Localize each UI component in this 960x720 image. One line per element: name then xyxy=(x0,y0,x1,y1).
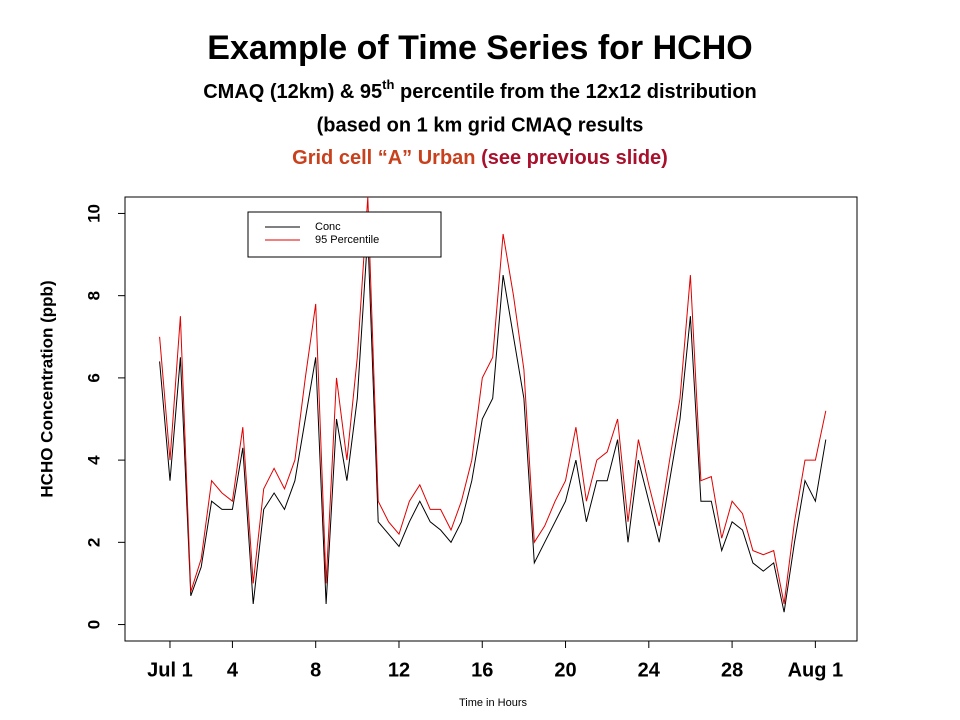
legend-label: 95 Percentile xyxy=(315,234,379,246)
superscript: th xyxy=(382,77,394,92)
subtitle: (based on 1 km grid CMAQ results xyxy=(317,114,644,136)
x-tick-label: Jul 1 xyxy=(147,659,193,681)
subtitle: Grid cell “A” Urban (see previous slide) xyxy=(292,147,668,169)
y-tick-label: 10 xyxy=(84,204,103,223)
series-line xyxy=(159,196,827,605)
x-tick-label: 4 xyxy=(227,659,239,681)
y-axis-title: HCHO Concentration (ppb) xyxy=(37,280,56,497)
x-tick-label: 28 xyxy=(721,659,743,681)
y-tick-label: 4 xyxy=(84,455,103,465)
y-tick-label: 0 xyxy=(84,620,103,629)
subtitle-text: (see previous slide) xyxy=(476,147,668,169)
x-tick-label: 16 xyxy=(471,659,493,681)
x-tick-label: 24 xyxy=(638,659,661,681)
subtitle-text: Grid cell “A” Urban xyxy=(292,147,475,169)
x-axis-title: Time in Hours xyxy=(459,697,528,709)
legend-label: Conc xyxy=(315,221,341,233)
legend-box xyxy=(247,211,442,258)
subtitle: CMAQ (12km) & 95th percentile from the 1… xyxy=(203,77,757,103)
x-tick-label: 20 xyxy=(554,659,576,681)
subtitle-text: CMAQ (12km) & 95 xyxy=(203,81,382,103)
x-tick-label: Aug 1 xyxy=(788,659,844,681)
series-line xyxy=(159,233,827,613)
x-tick-label: 8 xyxy=(310,659,321,681)
y-tick-label: 6 xyxy=(84,373,103,382)
chart-title: Example of Time Series for HCHO xyxy=(207,29,752,67)
y-tick-label: 2 xyxy=(84,538,103,547)
x-tick-label: 12 xyxy=(388,659,410,681)
subtitle-text: percentile from the 12x12 distribution xyxy=(394,81,756,103)
y-tick-label: 8 xyxy=(84,291,103,300)
plot-frame xyxy=(124,196,858,642)
